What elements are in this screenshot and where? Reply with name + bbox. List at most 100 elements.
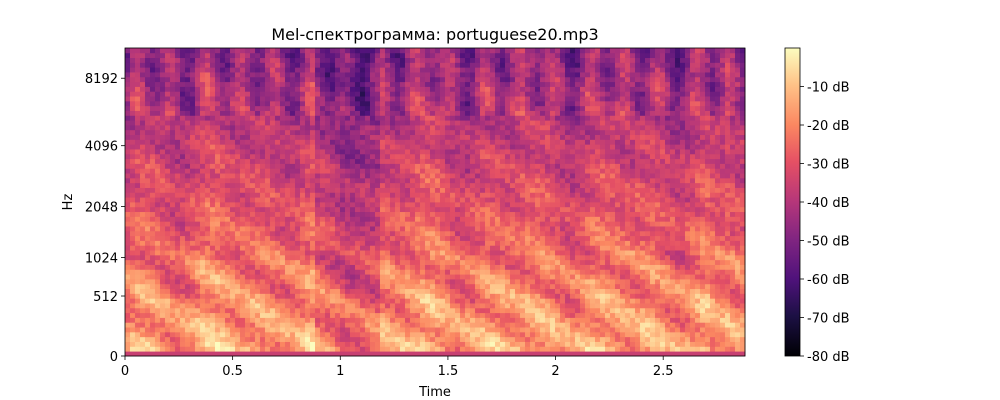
spectrogram-cell bbox=[305, 327, 311, 333]
spectrogram-cell bbox=[320, 346, 326, 352]
spectrogram-cell bbox=[375, 211, 381, 217]
spectrogram-cell bbox=[455, 254, 461, 261]
spectrogram-cell bbox=[280, 134, 286, 140]
spectrogram-cell bbox=[405, 206, 411, 213]
spectrogram-cell bbox=[490, 264, 496, 270]
spectrogram-cell bbox=[475, 331, 481, 338]
spectrogram-cell bbox=[335, 341, 341, 347]
spectrogram-cell bbox=[310, 221, 316, 227]
spectrogram-cell bbox=[340, 206, 346, 213]
spectrogram-cell bbox=[165, 86, 171, 92]
spectrogram-cell bbox=[235, 177, 241, 184]
spectrogram-cell bbox=[265, 187, 271, 193]
spectrogram-cell bbox=[210, 115, 216, 121]
spectrogram-cell bbox=[150, 149, 156, 155]
spectrogram-cell bbox=[235, 105, 241, 111]
spectrogram-cell bbox=[210, 177, 216, 184]
spectrogram-cell bbox=[430, 134, 436, 140]
spectrogram-cell bbox=[460, 72, 466, 78]
spectrogram-cell bbox=[335, 163, 341, 169]
spectrogram-cell bbox=[165, 327, 171, 333]
spectrogram-cell bbox=[145, 341, 151, 347]
spectrogram-cell bbox=[260, 259, 266, 265]
spectrogram-cell bbox=[200, 125, 206, 131]
spectrogram-cell bbox=[410, 317, 416, 323]
spectrogram-cell bbox=[510, 177, 516, 184]
spectrogram-cell bbox=[255, 336, 261, 342]
spectrogram-cell bbox=[220, 120, 226, 126]
spectrogram-cell bbox=[345, 67, 351, 73]
spectrogram-cell bbox=[420, 67, 426, 73]
spectrogram-cell bbox=[145, 351, 151, 357]
spectrogram-cell bbox=[395, 240, 401, 246]
spectrogram-cell bbox=[265, 351, 271, 357]
spectrogram-cell bbox=[505, 168, 511, 174]
spectrogram-cell bbox=[290, 158, 296, 164]
spectrogram-cell bbox=[415, 76, 421, 83]
spectrogram-cell bbox=[160, 307, 166, 314]
spectrogram-cell bbox=[295, 322, 301, 328]
spectrogram-cell bbox=[230, 125, 236, 131]
spectrogram-cell bbox=[415, 173, 421, 179]
spectrogram-cell bbox=[475, 202, 481, 208]
spectrogram-cell bbox=[225, 76, 231, 83]
spectrogram-cell bbox=[375, 57, 381, 63]
spectrogram-cell bbox=[325, 158, 331, 164]
spectrogram-cell bbox=[490, 81, 496, 87]
spectrogram-cell bbox=[295, 48, 301, 54]
spectrogram-cell bbox=[400, 331, 406, 338]
spectrogram-cell bbox=[180, 351, 186, 357]
spectrogram-cell bbox=[150, 182, 156, 188]
spectrogram-cell bbox=[240, 163, 246, 169]
spectrogram-cell bbox=[350, 317, 356, 323]
spectrogram-cell bbox=[330, 317, 336, 323]
spectrogram-cell bbox=[335, 230, 341, 237]
spectrogram-cell bbox=[490, 100, 496, 107]
spectrogram-cell bbox=[490, 177, 496, 184]
spectrogram-cell bbox=[335, 81, 341, 87]
spectrogram-cell bbox=[205, 120, 211, 126]
spectrogram-cell bbox=[130, 96, 136, 102]
spectrogram-cell bbox=[445, 216, 451, 222]
spectrogram-cell bbox=[265, 52, 271, 59]
spectrogram-cell bbox=[150, 100, 156, 107]
spectrogram-cell bbox=[285, 245, 291, 251]
spectrogram-cell bbox=[205, 283, 211, 290]
spectrogram-cell bbox=[235, 331, 241, 338]
spectrogram-cell bbox=[395, 173, 401, 179]
spectrogram-cell bbox=[385, 57, 391, 63]
spectrogram-cell bbox=[325, 62, 331, 68]
spectrogram-cell bbox=[270, 168, 276, 174]
spectrogram-cell bbox=[135, 312, 141, 318]
spectrogram-cell bbox=[500, 331, 506, 338]
spectrogram-cell bbox=[130, 336, 136, 342]
spectrogram-cell bbox=[465, 322, 471, 328]
spectrogram-cell bbox=[380, 168, 386, 174]
spectrogram-cell bbox=[480, 202, 486, 208]
spectrogram-cell bbox=[125, 197, 131, 203]
spectrogram-cell bbox=[330, 230, 336, 237]
spectrogram-cell bbox=[255, 67, 261, 73]
spectrogram-cell bbox=[180, 115, 186, 121]
spectrogram-cell bbox=[435, 168, 441, 174]
spectrogram-cell bbox=[300, 274, 306, 280]
spectrogram-cell bbox=[385, 312, 391, 318]
spectrogram-cell bbox=[180, 240, 186, 246]
spectrogram-cell bbox=[320, 182, 326, 188]
spectrogram-cell bbox=[220, 317, 226, 323]
spectrogram-cell bbox=[505, 269, 511, 275]
spectrogram-cell bbox=[270, 274, 276, 280]
spectrogram-cell bbox=[285, 163, 291, 169]
spectrogram-cell bbox=[300, 327, 306, 333]
spectrogram-cell bbox=[490, 216, 496, 222]
spectrogram-cell bbox=[275, 149, 281, 155]
spectrogram-cell bbox=[245, 129, 251, 136]
spectrogram-cell bbox=[225, 317, 231, 323]
spectrogram-cell bbox=[265, 72, 271, 78]
spectrogram-cell bbox=[155, 317, 161, 323]
spectrogram-cell bbox=[285, 81, 291, 87]
spectrogram-cell bbox=[140, 254, 146, 261]
spectrogram-cell bbox=[345, 307, 351, 314]
spectrogram-cell bbox=[285, 298, 291, 304]
spectrogram-cell bbox=[180, 163, 186, 169]
